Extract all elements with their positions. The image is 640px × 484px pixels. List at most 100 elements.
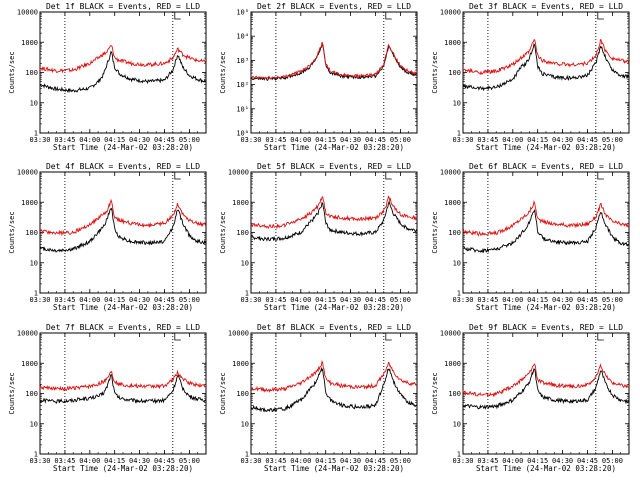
x-tick-label: 03:45	[265, 136, 286, 144]
y-tick-label: 1000	[232, 360, 249, 368]
x-tick-label: 05:00	[602, 296, 623, 304]
y-tick-label: 10000	[17, 169, 38, 177]
panel-title: Det 4f BLACK = Events, RED = LLD	[46, 162, 200, 171]
interval-marker	[597, 172, 604, 180]
x-tick-label: 04:15	[527, 136, 548, 144]
y-tick-label: 10000	[440, 9, 461, 17]
y-axis-label: Counts/sec	[431, 211, 439, 253]
y-tick-label: 10²	[236, 81, 249, 89]
interval-marker	[385, 172, 392, 180]
x-tick-label: 04:45	[365, 296, 386, 304]
x-tick-label: 04:45	[154, 296, 175, 304]
x-tick-label: 04:45	[577, 296, 598, 304]
x-tick-label: 03:30	[29, 136, 50, 144]
x-tick-label: 03:30	[29, 296, 50, 304]
x-tick-label: 05:00	[390, 457, 411, 465]
y-tick-label: 10000	[17, 9, 38, 17]
y-axis-label: Counts/sec	[431, 51, 439, 93]
x-tick-label: 04:15	[104, 136, 125, 144]
x-tick-label: 03:30	[452, 296, 473, 304]
lld-series-line	[462, 38, 630, 76]
interval-marker	[597, 333, 604, 341]
x-axis-label: Start Time (24-Mar-02 03:28:20)	[264, 464, 404, 473]
x-tick-label: 04:15	[527, 457, 548, 465]
x-tick-label: 03:30	[452, 136, 473, 144]
y-tick-label: 10	[453, 259, 461, 267]
lld-series-line	[39, 45, 207, 74]
x-tick-label: 04:30	[129, 457, 150, 465]
x-axis-label: Start Time (24-Mar-02 03:28:20)	[476, 464, 616, 473]
x-tick-label: 05:00	[602, 136, 623, 144]
x-tick-label: 03:30	[240, 136, 261, 144]
x-tick-label: 04:45	[365, 457, 386, 465]
y-tick-label: 1	[457, 451, 461, 459]
y-axis-label: Counts/sec	[8, 51, 16, 93]
x-axis-label: Start Time (24-Mar-02 03:28:20)	[264, 143, 404, 152]
y-tick-label: 10⁰	[236, 130, 249, 138]
x-tick-label: 05:00	[179, 296, 200, 304]
y-tick-label: 10³	[236, 57, 249, 65]
y-tick-label: 1	[34, 451, 38, 459]
y-tick-label: 1000	[21, 199, 38, 207]
x-axis-label: Start Time (24-Mar-02 03:28:20)	[476, 303, 616, 312]
chart-panel-2: Det 2f BLACK = Events, RED = LLD 03:30 03:…	[219, 2, 418, 152]
panel-title: Det 3f BLACK = Events, RED = LLD	[469, 2, 623, 11]
x-tick-label: 04:00	[79, 296, 100, 304]
interval-marker	[385, 333, 392, 341]
panel-title: Det 9f BLACK = Events, RED = LLD	[469, 323, 623, 332]
chart-panel-8: Det 8f BLACK = Events, RED = LLD 03:30 03:…	[219, 323, 418, 473]
x-tick-label: 03:45	[54, 296, 75, 304]
y-tick-label: 1	[34, 290, 38, 298]
y-axis-label: Counts/sec	[8, 372, 16, 414]
x-tick-label: 04:15	[315, 136, 336, 144]
x-tick-label: 05:00	[602, 457, 623, 465]
x-tick-label: 04:15	[104, 457, 125, 465]
events-series-line	[39, 373, 207, 405]
y-tick-label: 100	[448, 69, 461, 77]
interval-marker	[174, 333, 181, 341]
y-axis-label: Counts/sec	[8, 211, 16, 253]
y-tick-label: 1000	[232, 199, 249, 207]
lld-series-line	[39, 198, 207, 236]
x-tick-label: 04:00	[502, 296, 523, 304]
x-tick-label: 03:45	[265, 296, 286, 304]
events-series-line	[250, 366, 418, 413]
x-tick-label: 03:30	[240, 457, 261, 465]
interval-marker	[174, 172, 181, 180]
x-tick-label: 04:15	[104, 296, 125, 304]
chart-panel-4: Det 4f BLACK = Events, RED = LLD 03:30 03:…	[8, 162, 207, 312]
x-tick-label: 03:45	[477, 136, 498, 144]
x-tick-label: 04:15	[315, 296, 336, 304]
y-tick-label: 1000	[444, 360, 461, 368]
x-tick-label: 05:00	[179, 136, 200, 144]
chart-panel-5: Det 5f BLACK = Events, RED = LLD 03:30 03:…	[219, 162, 418, 312]
y-tick-label: 10000	[228, 330, 249, 338]
x-axis-label: Start Time (24-Mar-02 03:28:20)	[53, 464, 193, 473]
events-series-line	[39, 207, 207, 253]
x-tick-label: 03:30	[452, 457, 473, 465]
y-axis-label: Counts/sec	[219, 372, 227, 414]
x-tick-label: 04:45	[577, 136, 598, 144]
y-tick-label: 10	[241, 420, 249, 428]
x-tick-label: 03:45	[477, 457, 498, 465]
x-tick-label: 04:45	[154, 457, 175, 465]
x-tick-label: 04:00	[290, 136, 311, 144]
y-tick-label: 100	[448, 229, 461, 237]
x-tick-label: 04:30	[340, 457, 361, 465]
x-tick-label: 05:00	[390, 136, 411, 144]
x-tick-label: 03:45	[54, 457, 75, 465]
x-tick-label: 03:45	[265, 457, 286, 465]
y-axis-label: Counts/sec	[219, 211, 227, 253]
y-tick-label: 1000	[444, 39, 461, 47]
lld-series-line	[250, 195, 418, 230]
y-tick-label: 10⁴	[236, 33, 249, 41]
y-tick-label: 10	[453, 420, 461, 428]
y-tick-label: 1	[245, 451, 249, 459]
x-tick-label: 04:00	[290, 457, 311, 465]
x-tick-label: 04:30	[129, 296, 150, 304]
events-series-line	[39, 50, 207, 94]
x-tick-label: 04:30	[552, 136, 573, 144]
panel-title: Det 2f BLACK = Events, RED = LLD	[257, 2, 411, 11]
